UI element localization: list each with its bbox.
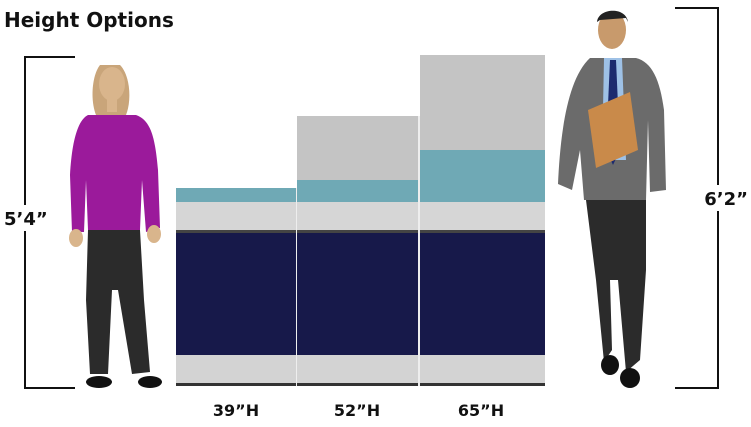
woman (69, 65, 162, 388)
panel-65 (420, 55, 545, 230)
label-bg (2, 205, 50, 231)
woman-height: 5’4” (4, 209, 48, 230)
panel-39 (176, 188, 296, 230)
man (558, 10, 666, 388)
man-height: 6’2” (704, 189, 748, 210)
panel-label: 39”H (213, 401, 259, 420)
panel-label: 65”H (458, 401, 504, 420)
panel-label: 52”H (334, 401, 380, 420)
panel-base (176, 116, 545, 386)
panel-52 (297, 116, 418, 230)
label-bg (695, 185, 751, 211)
title: Height Options (4, 8, 174, 32)
